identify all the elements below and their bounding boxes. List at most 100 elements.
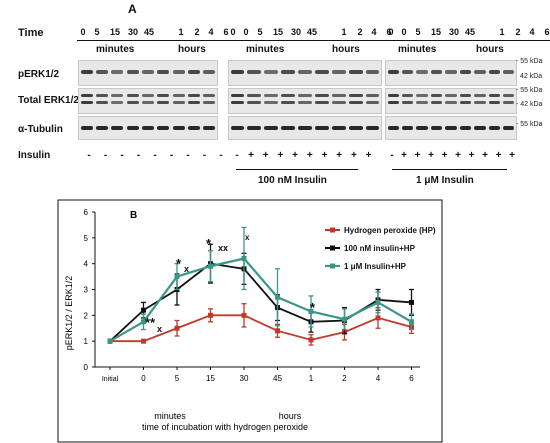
blot-band [474,101,486,104]
blot-band [95,94,109,97]
minutes-label-2: minutes [246,44,285,55]
insulin-plus: + [441,150,448,161]
insulin-plus: + [455,150,461,161]
insulin-plus: + [277,150,284,161]
blot-band [459,94,472,97]
blot-band [141,70,155,74]
x-group-hours: hours [279,411,302,421]
blot-band [348,101,363,104]
blot-band [230,101,245,104]
x-tick-label: 1 [309,374,314,383]
blot-band [141,94,155,97]
blot-panel [385,88,517,114]
insulin-minus: - [87,150,91,161]
insulin-plus: + [414,150,421,161]
data-point [208,312,213,318]
data-point [308,308,314,314]
blot-band [365,94,380,97]
data-point [241,256,247,261]
blot-band [459,101,472,104]
blot-band [474,126,486,130]
blot-band [331,70,346,74]
blot-band [264,94,279,97]
time-label: Time [18,27,44,39]
time-tick: 30 [127,27,138,37]
x-axis-label: time of incubation with hydrogen peroxid… [142,422,308,432]
data-point [208,263,213,269]
y-tick-label: 1 [84,337,89,346]
blot-band [247,94,262,97]
blot-band [126,101,139,104]
blot-band [365,126,380,130]
blot-band [401,101,414,104]
insulin-plus: + [350,150,357,161]
blot-band [348,126,363,130]
insulin-plus: + [306,150,313,161]
blot-panel [385,60,517,86]
blot-band [387,70,399,74]
blot-band [111,94,124,97]
blot-band [488,70,501,74]
blot-band [387,94,399,97]
significance-mark: ** [145,315,156,330]
blot-band [172,94,185,97]
blot-band [203,94,216,97]
insulin-plus: + [365,150,372,161]
minutes-label-1: minutes [96,44,135,55]
insulin-plus: + [495,150,502,161]
insulin-plus: + [468,150,475,161]
insulin-minus: - [202,150,207,161]
time-tick: 45 [306,27,317,37]
blot-band [187,70,201,74]
series-2 [107,226,414,344]
time-tick: 15 [272,27,283,37]
group-label-1um: 1 μM Insulin [416,175,474,186]
legend-label: 100 nM insulin+HP [344,244,416,253]
y-tick-label: 5 [84,234,89,243]
time-tick: 5 [94,27,100,37]
blot-band [126,70,139,74]
series-line [110,314,412,343]
blot-band [387,126,399,130]
data-point [241,312,247,318]
legend-swatch-marker [330,245,335,251]
blot-band [298,70,312,74]
x-group-minutes: minutes [154,411,186,421]
blot-band [365,101,380,104]
blot-band [365,70,380,74]
x-tick-label: 2 [342,374,347,383]
significance-annotations: ** x* x* xxx* [145,233,316,334]
blot-panel [228,88,382,114]
blot-band [187,101,201,104]
blot-band [203,70,216,74]
y-tick-label: 0 [84,363,89,372]
x-tick-label: 0 [141,374,146,383]
blot-band [401,94,414,97]
insulin-minus: - [186,150,190,161]
blot-band [111,126,124,130]
blot-band [503,126,515,130]
blot-band [488,101,501,104]
insulin-minus: - [103,150,108,161]
time-tick: 6 [544,27,550,37]
significance-mark: xx [218,243,228,253]
insulin-plus: + [509,150,515,161]
blot-panel [228,116,382,140]
x-tick-label: 45 [273,374,282,383]
series-line [109,257,413,343]
series-0 [107,303,414,346]
row-label-total-erk: Total ERK1/2 [18,95,79,106]
legend-label: 1 μM Insulin+HP [344,262,407,271]
blot-band [141,101,155,104]
blot-band [416,70,428,74]
insulin-plus: + [336,150,343,161]
insulin-plus: + [248,150,254,161]
time-tick: 45 [143,27,154,37]
blot-band [95,70,109,74]
insulin-label: Insulin [18,150,51,161]
blot-band [331,126,346,130]
time-tick: 30 [290,27,301,37]
blot-band [298,126,312,130]
blot-band [111,70,124,74]
